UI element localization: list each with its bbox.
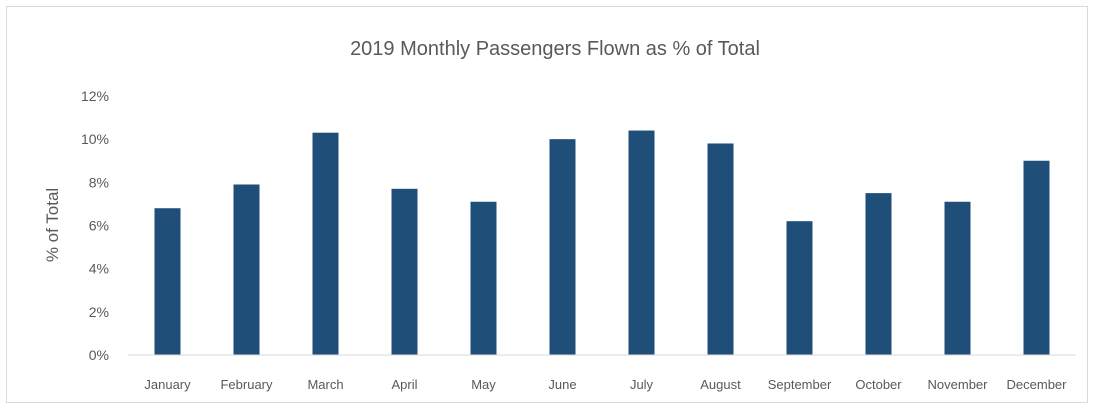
x-tick-label: November bbox=[928, 377, 989, 392]
x-tick-label: March bbox=[307, 377, 343, 392]
y-tick-label: 12% bbox=[81, 88, 109, 104]
x-tick-label: August bbox=[700, 377, 741, 392]
x-tick-label: May bbox=[471, 377, 496, 392]
bars bbox=[155, 131, 1050, 355]
bar-march bbox=[313, 133, 339, 355]
x-axis-ticks: January February March April May June July Augu… bbox=[144, 377, 1067, 392]
y-tick-label: 0% bbox=[89, 347, 109, 363]
x-tick-label: June bbox=[548, 377, 576, 392]
y-tick-label: 2% bbox=[89, 304, 109, 320]
x-tick-label: July bbox=[630, 377, 654, 392]
x-tick-label: December bbox=[1007, 377, 1068, 392]
bar-january bbox=[155, 208, 181, 355]
bar-december bbox=[1024, 161, 1050, 355]
x-tick-label: January bbox=[144, 377, 191, 392]
bar-may bbox=[471, 202, 497, 355]
y-tick-label: 10% bbox=[81, 131, 109, 147]
bar-february bbox=[234, 184, 260, 355]
y-tick-label: 4% bbox=[89, 261, 109, 277]
y-axis-label: % of Total bbox=[43, 188, 62, 262]
x-tick-label: October bbox=[855, 377, 902, 392]
x-tick-label: April bbox=[391, 377, 417, 392]
bar-july bbox=[629, 131, 655, 355]
y-tick-label: 6% bbox=[89, 218, 109, 234]
bar-november bbox=[945, 202, 971, 355]
bar-august bbox=[708, 143, 734, 355]
chart-title: 2019 Monthly Passengers Flown as % of To… bbox=[350, 38, 760, 60]
x-tick-label: February bbox=[220, 377, 273, 392]
y-axis-ticks: 0% 2% 4% 6% 8% 10% 12% bbox=[81, 88, 109, 363]
bar-october bbox=[866, 193, 892, 355]
y-tick-label: 8% bbox=[89, 174, 109, 190]
bar-april bbox=[392, 189, 418, 355]
bar-june bbox=[550, 139, 576, 355]
bar-september bbox=[787, 221, 813, 355]
x-tick-label: September bbox=[768, 377, 832, 392]
